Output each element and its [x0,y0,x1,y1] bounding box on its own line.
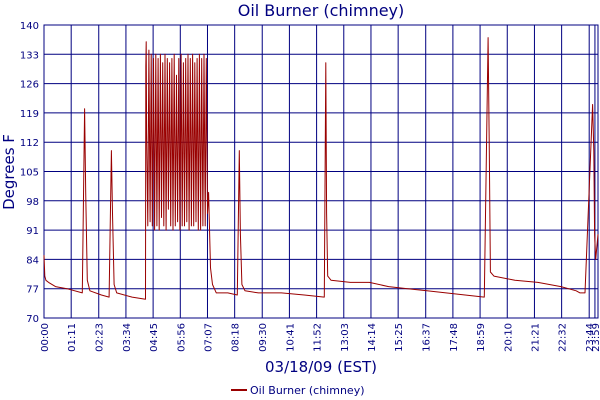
x-tick-label: 05:56 [176,323,187,352]
x-tick-label: 08:18 [231,323,242,352]
x-tick-label: 22:32 [558,323,569,352]
y-tick-label: 119 [20,109,39,120]
x-tick-label: 00:00 [40,323,51,352]
x-tick-label: 13:03 [340,323,351,352]
y-tick-label: 84 [26,255,39,266]
y-tick-label: 133 [20,50,39,61]
x-tick-label: 04:45 [149,323,160,352]
y-tick-label: 105 [20,168,39,179]
x-tick-label: 02:23 [95,323,106,352]
x-tick-label: 16:37 [422,323,433,352]
x-tick-label: 09:30 [258,323,269,352]
x-tick-label: 10:41 [285,323,296,352]
x-tick-label: 01:11 [67,323,78,352]
x-tick-label: 03:34 [122,323,133,352]
x-tick-label: 23:59 [591,323,600,352]
legend: Oil Burner (chimney) [231,384,365,397]
y-tick-label: 112 [20,138,39,149]
x-tick-label: 15:25 [394,323,405,352]
y-tick-label: 70 [26,314,39,325]
y-tick-label: 98 [26,197,39,208]
x-tick-label: 21:21 [530,323,541,352]
x-tick-label: 11:52 [313,323,324,352]
y-tick-label: 77 [26,285,39,296]
y-tick-label: 91 [26,226,39,237]
chart-title: Oil Burner (chimney) [238,1,405,20]
series-line-0 [43,37,599,300]
x-tick-label: 07:07 [203,323,214,352]
series-layer [43,37,599,300]
x-tick-label: 18:59 [476,323,487,352]
y-axis-title: Degrees F [0,134,18,210]
grid-layer [43,24,599,319]
y-tick-label: 126 [20,80,39,91]
y-tick-label: 140 [20,21,39,32]
x-tick-label: 20:10 [503,323,514,352]
tick-layer: 70 77 84 91 98 105 112 119 126 133 140 00:00 01:11 02… [20,21,600,352]
x-axis-title: 03/18/09 (EST) [265,358,377,376]
x-tick-label: 23:44 [585,323,596,352]
x-tick-label: 17:48 [449,323,460,352]
legend-label-oil-burner: Oil Burner (chimney) [250,384,365,397]
x-tick-label: 14:14 [367,323,378,352]
